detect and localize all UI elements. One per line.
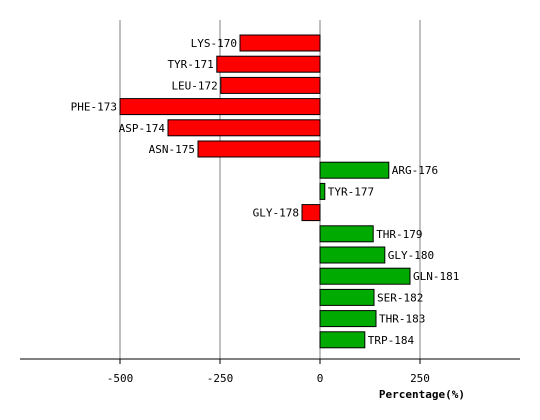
- bar-label: TRP-184: [368, 334, 415, 347]
- x-tick-label: 0: [317, 372, 324, 385]
- bar: [216, 55, 321, 73]
- bar-label: THR-179: [376, 228, 422, 241]
- bar-label: TYR-177: [328, 185, 374, 198]
- x-tick-label: -500: [107, 372, 134, 385]
- x-tick-label: 250: [410, 372, 430, 385]
- bar: [319, 331, 366, 349]
- bar-label: ASN-175: [149, 143, 195, 156]
- x-axis-ticks: -500 -250 0 250: [107, 359, 430, 385]
- bar: [319, 182, 326, 200]
- bar: [319, 288, 375, 306]
- bar-label: GLN-181: [413, 270, 459, 283]
- bar: [239, 34, 321, 52]
- bar: [220, 76, 321, 94]
- bar: [319, 267, 411, 285]
- bar-label: PHE-173: [71, 101, 117, 114]
- bar-label: GLY-180: [388, 249, 434, 262]
- bar-label: ARG-176: [392, 164, 438, 177]
- bar: [197, 140, 321, 158]
- bar-label: TYR-171: [167, 58, 213, 71]
- x-axis-title: Percentage(%): [379, 388, 465, 401]
- bar: [167, 119, 321, 137]
- bar: [301, 204, 321, 222]
- bar-label: LYS-170: [191, 37, 237, 50]
- bar: [119, 98, 321, 116]
- bar: [319, 310, 377, 328]
- bar-label: GLY-178: [253, 207, 299, 220]
- bar-label: THR-183: [379, 313, 425, 326]
- bar: [319, 246, 386, 264]
- bar-label: SER-182: [377, 291, 423, 304]
- x-tick-label: -250: [207, 372, 234, 385]
- bar-label: ASP-174: [119, 122, 166, 135]
- bars: [119, 34, 411, 349]
- bar-label: LEU-172: [171, 79, 217, 92]
- bar: [319, 225, 374, 243]
- bar: [319, 161, 390, 179]
